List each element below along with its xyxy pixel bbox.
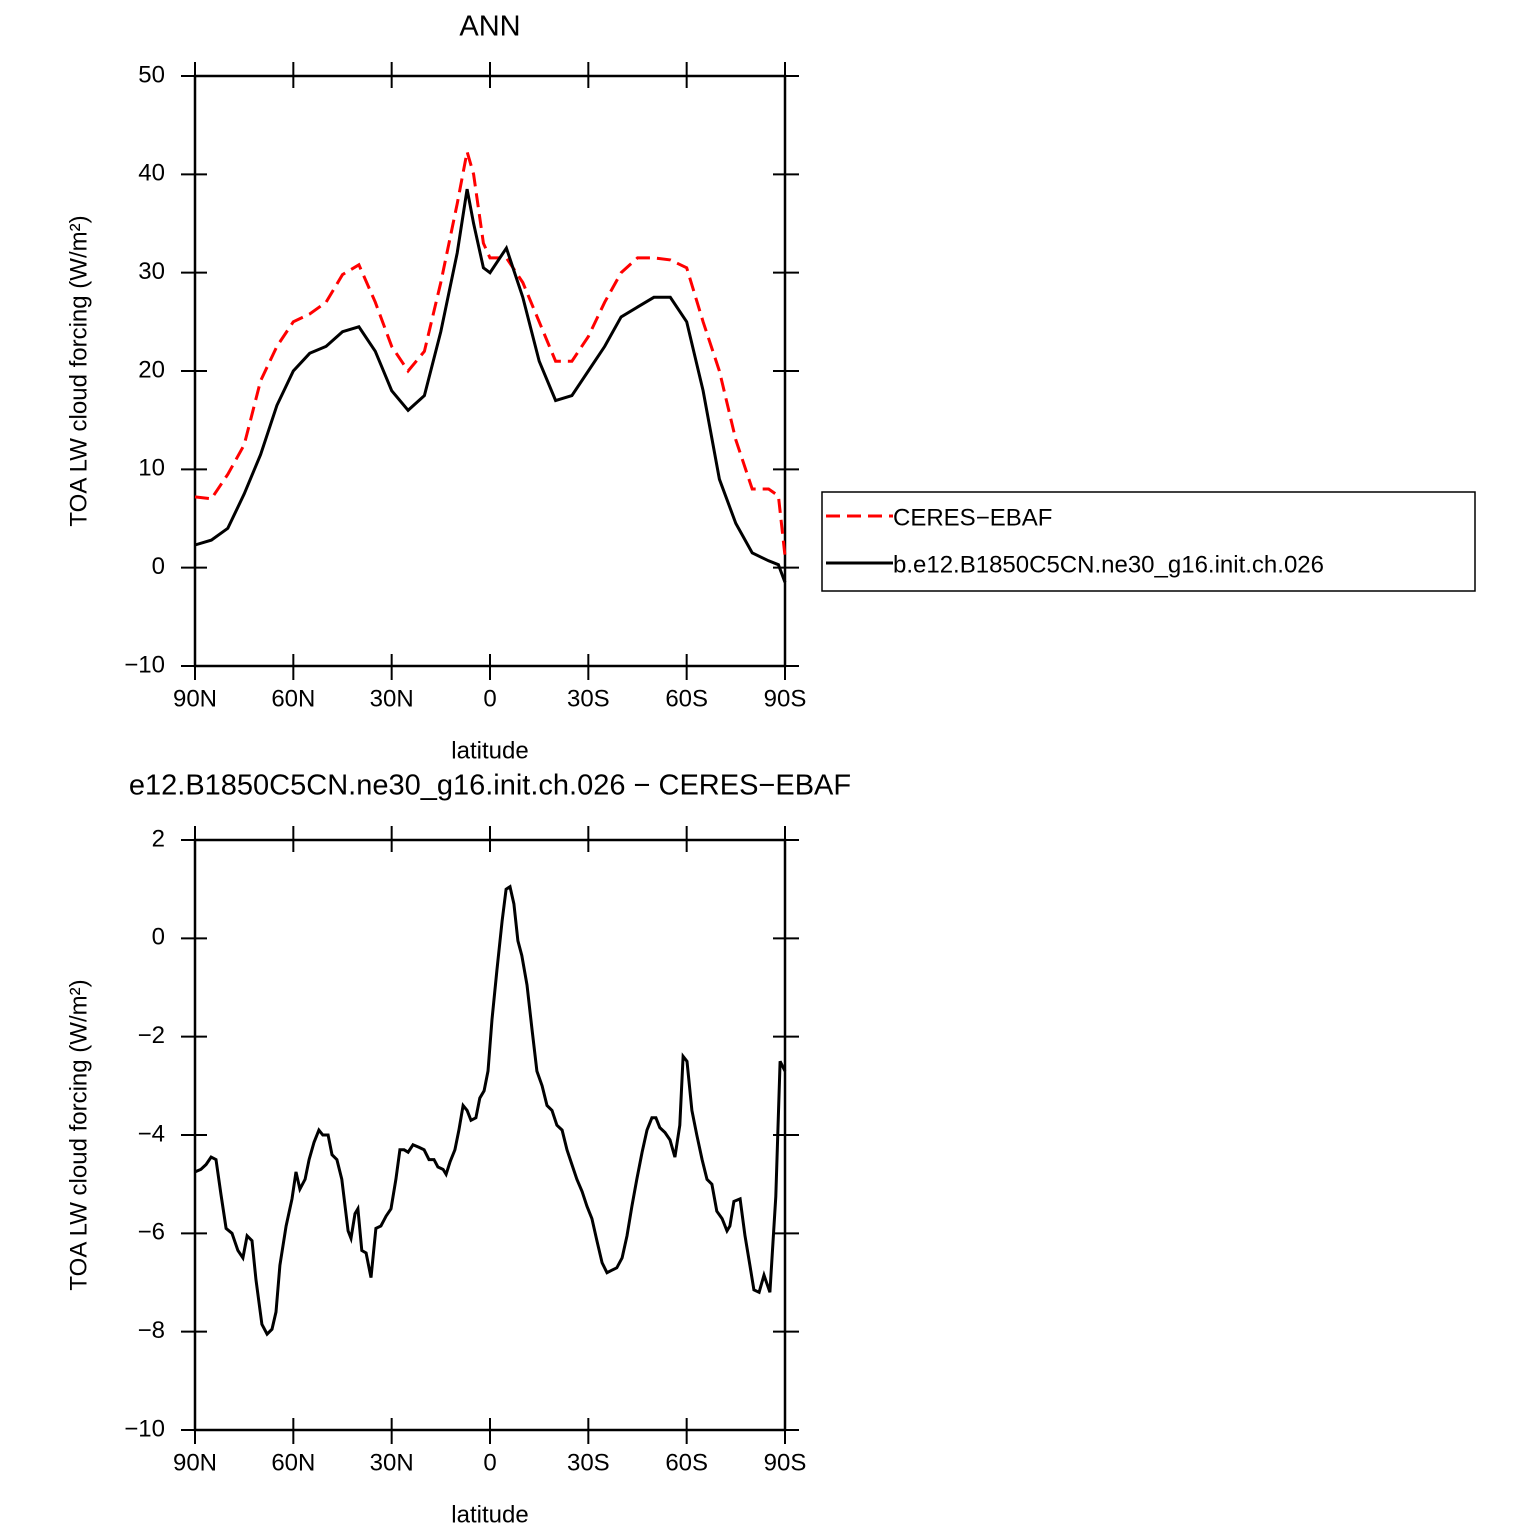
legend-label: CERES−EBAF bbox=[893, 504, 1052, 531]
y-tick-label: 20 bbox=[138, 356, 165, 383]
y-tick-label: −4 bbox=[138, 1120, 165, 1147]
x-tick-label: 30S bbox=[567, 685, 610, 712]
x-tick-label: 60N bbox=[271, 1449, 315, 1476]
plot-frame bbox=[193, 74, 787, 668]
x-tick-label: 30N bbox=[370, 1449, 414, 1476]
x-tick-label: 30S bbox=[567, 1449, 610, 1476]
x-tick-label: 0 bbox=[483, 685, 496, 712]
y-tick-label: 2 bbox=[152, 825, 165, 852]
y-tick-label: 40 bbox=[138, 160, 165, 187]
y-tick-label: 0 bbox=[152, 553, 165, 580]
y-tick-label: 30 bbox=[138, 258, 165, 285]
y-tick-label: −2 bbox=[138, 1022, 165, 1049]
chart-title: ANN bbox=[459, 11, 520, 43]
y-tick-label: −8 bbox=[138, 1317, 165, 1344]
x-tick-label: 30N bbox=[370, 685, 414, 712]
x-tick-label: 90S bbox=[764, 1449, 807, 1476]
y-tick-label: −10 bbox=[124, 1415, 165, 1442]
x-axis-label: latitude bbox=[451, 1501, 528, 1528]
data-line bbox=[194, 884, 787, 1337]
legend-box bbox=[821, 491, 1476, 592]
x-tick-label: 60N bbox=[271, 685, 315, 712]
x-tick-label: 90S bbox=[764, 685, 807, 712]
data-line bbox=[194, 188, 787, 583]
y-tick-label: 10 bbox=[138, 455, 165, 482]
x-axis-label: latitude bbox=[451, 737, 528, 764]
y-tick-label: 50 bbox=[138, 61, 165, 88]
x-tick-label: 60S bbox=[665, 685, 708, 712]
y-axis-label: TOA LW cloud forcing (W/m²) bbox=[65, 979, 92, 1290]
chart-title: e12.B1850C5CN.ne30_g16.init.ch.026 − CER… bbox=[129, 770, 851, 802]
y-tick-label: −6 bbox=[138, 1219, 165, 1246]
legend-label: b.e12.B1850C5CN.ne30_g16.init.ch.026 bbox=[893, 551, 1324, 578]
data-line bbox=[194, 151, 787, 557]
x-tick-label: 0 bbox=[483, 1449, 496, 1476]
x-tick-label: 60S bbox=[665, 1449, 708, 1476]
x-tick-label: 90N bbox=[173, 1449, 217, 1476]
y-axis-label: TOA LW cloud forcing (W/m²) bbox=[65, 215, 92, 526]
plot-frame bbox=[193, 838, 787, 1432]
y-tick-label: −10 bbox=[124, 651, 165, 678]
x-tick-label: 90N bbox=[173, 685, 217, 712]
y-tick-label: 0 bbox=[152, 924, 165, 951]
